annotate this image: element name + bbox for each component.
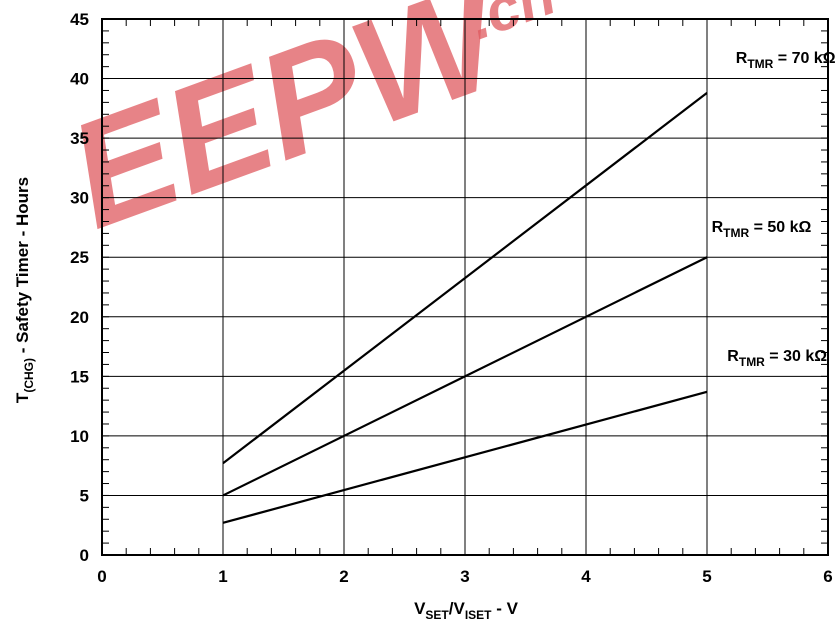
minor-ticks — [101, 18, 829, 556]
x-tick-labels: 0 1 2 3 4 5 6 — [97, 567, 832, 586]
y-axis-title: T(CHG) - Safety Timer - Hours — [13, 177, 36, 403]
series-group — [222, 91, 708, 524]
series-line-1 — [222, 91, 708, 465]
x-axis-title: VSET/VISET - V — [414, 599, 519, 622]
y-tick-label: 35 — [70, 129, 89, 148]
y-tick-label: 5 — [80, 486, 89, 505]
plot-frame — [101, 18, 829, 556]
x-tick-label: 2 — [339, 567, 348, 586]
y-tick-label: 20 — [70, 308, 89, 327]
y-tick-label: 10 — [70, 427, 89, 446]
series-label-1: RTMR = 70 kΩ — [736, 50, 836, 71]
series-line-3 — [222, 390, 708, 524]
series-label-2: RTMR = 50 kΩ — [712, 219, 812, 240]
x-tick-label: 3 — [460, 567, 469, 586]
watermark: EEPW .cn — [48, 0, 563, 260]
series-label-3: RTMR = 30 kΩ — [727, 348, 827, 369]
series-labels: RTMR = 70 kΩ RTMR = 50 kΩ RTMR = 30 kΩ — [712, 50, 836, 369]
y-tick-label: 45 — [70, 10, 89, 29]
x-tick-label: 5 — [702, 567, 711, 586]
y-tick-label: 40 — [70, 70, 89, 89]
x-tick-label: 1 — [218, 567, 227, 586]
y-tick-label: 25 — [70, 248, 89, 267]
y-tick-label: 30 — [70, 189, 89, 208]
series-line-2 — [222, 256, 708, 497]
y-tick-label: 15 — [70, 367, 89, 386]
y-tick-label: 0 — [80, 546, 89, 565]
y-tick-labels: 0 5 10 15 20 25 30 35 40 45 — [70, 10, 89, 565]
x-tick-label: 6 — [823, 567, 832, 586]
watermark-logo: EEPW — [48, 0, 531, 260]
x-tick-label: 4 — [581, 567, 591, 586]
x-tick-label: 0 — [97, 567, 106, 586]
